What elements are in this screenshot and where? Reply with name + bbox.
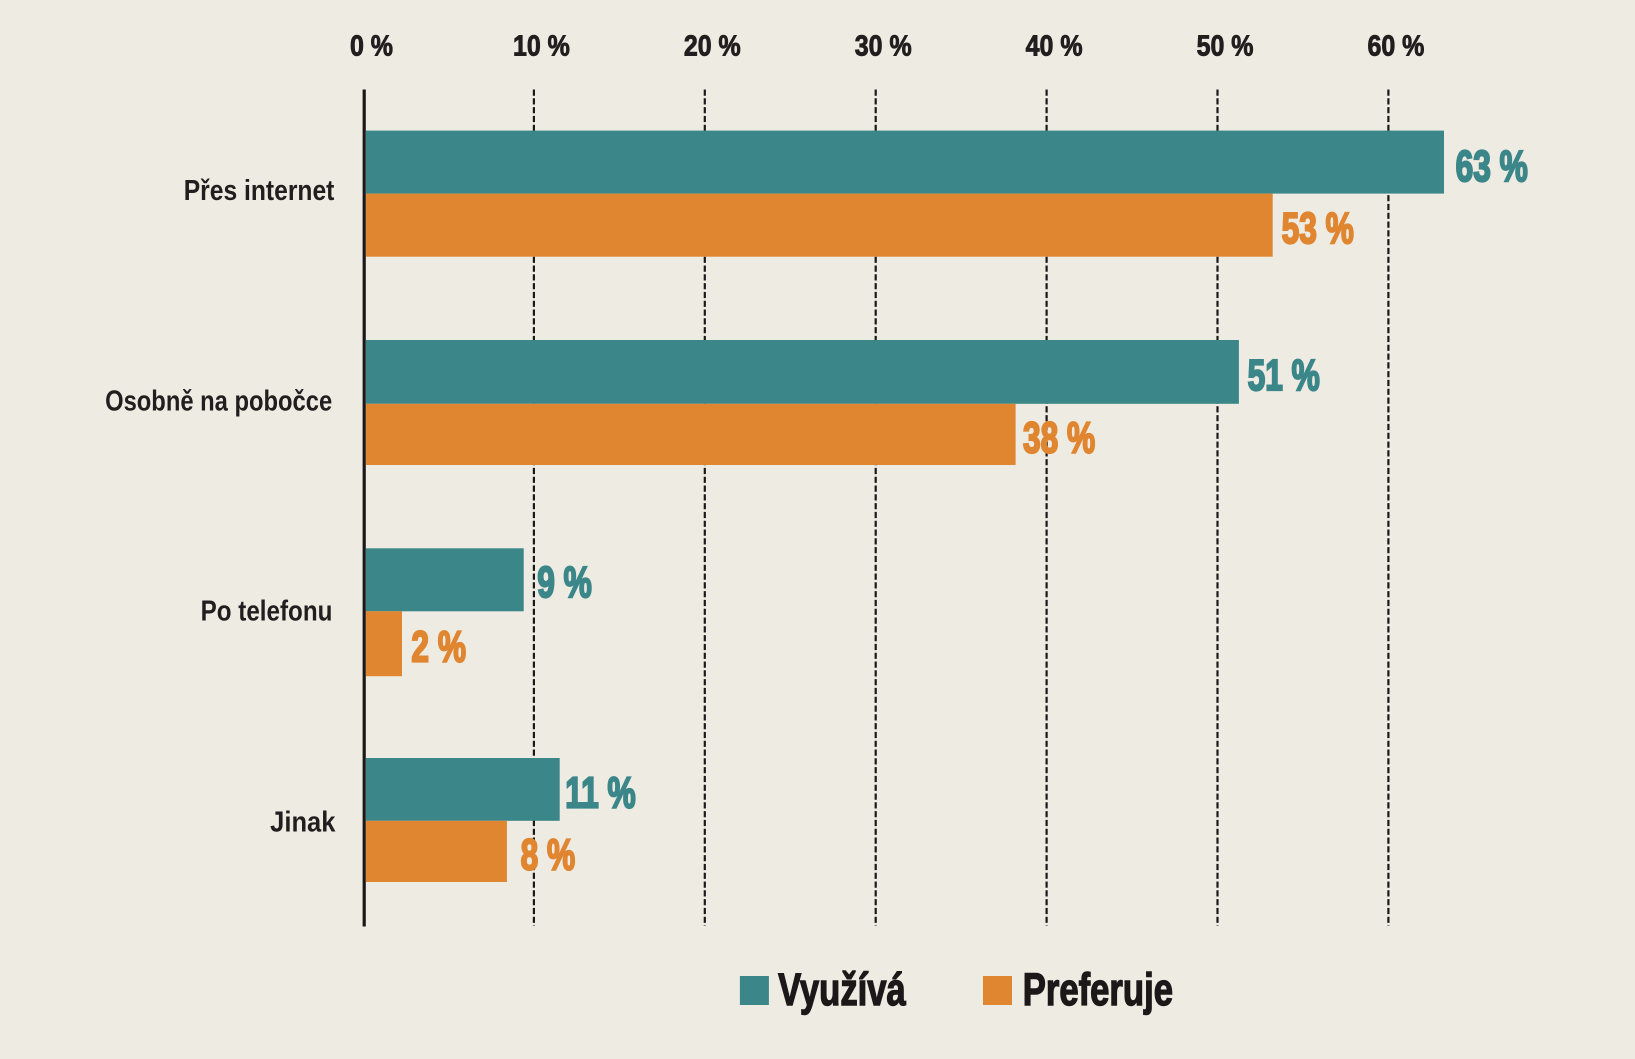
svg-text:11 %: 11 % xyxy=(565,768,635,817)
svg-text:9 %: 9 % xyxy=(537,558,592,607)
svg-text:Po telefonu: Po telefonu xyxy=(201,594,333,627)
svg-text:Osobně na pobočce: Osobně na pobočce xyxy=(105,384,332,417)
svg-text:20 %: 20 % xyxy=(684,30,741,62)
svg-text:0 %: 0 % xyxy=(350,30,393,62)
svg-text:30 %: 30 % xyxy=(855,30,912,62)
svg-text:10 %: 10 % xyxy=(513,30,570,62)
svg-text:Přes internet: Přes internet xyxy=(184,174,335,206)
svg-text:Využívá: Využívá xyxy=(778,965,906,1015)
svg-text:60 %: 60 % xyxy=(1367,30,1424,62)
svg-text:Jinak: Jinak xyxy=(270,805,336,838)
svg-text:40 %: 40 % xyxy=(1026,30,1083,62)
svg-text:51 %: 51 % xyxy=(1248,351,1320,400)
svg-text:63 %: 63 % xyxy=(1456,142,1528,191)
svg-text:2 %: 2 % xyxy=(411,622,466,671)
svg-text:53 %: 53 % xyxy=(1282,204,1354,253)
svg-text:8 %: 8 % xyxy=(521,830,576,879)
svg-text:38 %: 38 % xyxy=(1023,413,1095,462)
svg-text:50 %: 50 % xyxy=(1197,30,1254,62)
svg-text:Preferuje: Preferuje xyxy=(1023,965,1173,1015)
